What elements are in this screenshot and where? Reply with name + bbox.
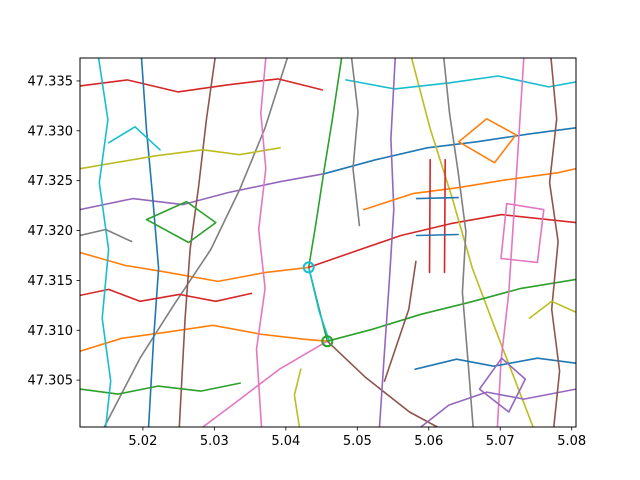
junction-marker-0 xyxy=(302,261,315,274)
street-line-17 xyxy=(178,58,216,427)
y-tick-label-0: 47.305 xyxy=(28,374,74,389)
street-line-7 xyxy=(202,340,329,427)
plot-frame xyxy=(79,57,577,428)
x-tick-label-3: 5.05 xyxy=(343,434,372,449)
x-tick-label-0: 5.02 xyxy=(128,434,157,449)
y-tick-label-5: 47.330 xyxy=(28,124,74,139)
street-line-33 xyxy=(415,196,459,200)
y-tick-label-2: 47.315 xyxy=(28,274,74,289)
street-line-40 xyxy=(80,228,133,243)
street-line-31 xyxy=(443,158,446,274)
x-tick-label-1: 5.03 xyxy=(200,434,229,449)
street-line-15 xyxy=(378,58,396,427)
y-tick-label-1: 47.310 xyxy=(28,324,74,339)
x-tick-label-5: 5.07 xyxy=(486,434,515,449)
y-tick-label-3: 47.320 xyxy=(28,224,74,239)
street-line-30 xyxy=(428,158,431,274)
street-line-1 xyxy=(307,266,331,342)
street-line-24 xyxy=(420,388,576,427)
x-tick-label-4: 5.06 xyxy=(414,434,443,449)
street-line-9 xyxy=(410,58,534,427)
street-line-6 xyxy=(326,340,439,427)
street-line-27 xyxy=(548,58,561,427)
street-line-29 xyxy=(293,368,302,427)
street-line-41 xyxy=(528,300,576,320)
street-line-26 xyxy=(255,58,267,427)
x-tick-label-6: 5.08 xyxy=(557,434,586,449)
street-line-14 xyxy=(140,58,160,427)
street-line-8 xyxy=(103,58,289,427)
street-line-34 xyxy=(500,202,545,264)
y-axis: 47.305 47.310 47.315 47.320 47.325 47.330 47.3… xyxy=(28,74,80,389)
street-line-37 xyxy=(458,118,517,164)
street-line-18 xyxy=(443,58,474,427)
x-tick-label-2: 5.04 xyxy=(271,434,300,449)
street-line-39 xyxy=(383,260,417,382)
street-line-38 xyxy=(107,126,161,151)
street-line-20 xyxy=(362,167,576,211)
x-axis: 5.02 5.03 5.04 5.05 5.06 5.07 5.08 xyxy=(128,427,586,449)
street-line-28 xyxy=(350,58,361,227)
street-line-21 xyxy=(80,288,253,303)
street-line-10 xyxy=(80,324,329,352)
street-line-5 xyxy=(323,127,576,175)
street-line-25 xyxy=(97,58,112,427)
junction-marker-1 xyxy=(321,335,334,348)
street-line-11 xyxy=(326,278,576,342)
street-lines xyxy=(80,58,576,427)
street-line-32 xyxy=(415,233,459,237)
street-line-4 xyxy=(80,172,326,211)
y-tick-label-6: 47.335 xyxy=(28,74,74,89)
street-line-35 xyxy=(478,357,527,413)
street-line-19 xyxy=(80,147,281,170)
street-line-12 xyxy=(80,78,324,93)
street-line-22 xyxy=(414,357,576,370)
street-line-23 xyxy=(80,382,241,395)
junction-markers xyxy=(302,261,334,348)
street-line-36 xyxy=(145,200,217,244)
y-tick-label-4: 47.325 xyxy=(28,174,74,189)
